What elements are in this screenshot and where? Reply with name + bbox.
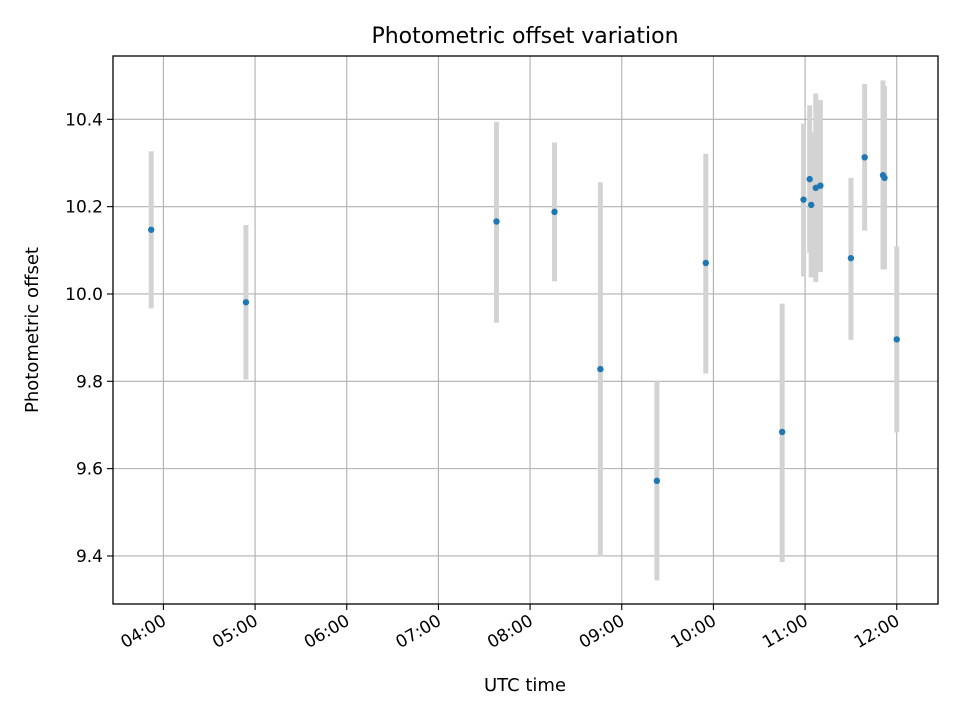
x-tick-label: 12:00 [851,611,903,653]
data-point [881,174,888,182]
data-point [551,208,558,216]
data-point [147,226,155,233]
data-point [893,336,900,343]
x-tick-label: 04:00 [117,611,169,653]
data-point [778,428,786,436]
y-axis-label: Photometric offset [22,247,43,413]
data-point [847,254,855,262]
grid [113,56,938,604]
y-tick-label: 9.4 [76,547,103,567]
x-axis-label: UTC time [484,675,566,696]
data-point [806,175,813,183]
data-point [807,201,815,209]
x-tick-label: 10:00 [667,611,719,653]
x-tick-label: 11:00 [759,611,811,653]
y-tick-label: 10.2 [65,198,103,218]
y-axis-ticks: 9.4 9.6 9.8 10.0 10.2 10.4 [65,110,113,567]
plot-frame [112,55,939,605]
data-point [653,477,661,485]
data-point [800,196,807,203]
data-point [597,365,604,373]
x-tick-label: 06:00 [301,611,353,653]
data-point [817,182,824,189]
x-tick-label: 05:00 [209,611,261,653]
data-point [493,218,500,225]
data-point [702,259,709,267]
error-bars [148,80,900,581]
y-tick-label: 10.0 [65,285,103,305]
y-tick-label: 9.8 [76,372,103,392]
data-point [861,154,868,161]
x-tick-label: 09:00 [576,611,628,653]
y-tick-label: 9.6 [76,460,103,480]
chart-title: Photometric offset variation [371,24,678,49]
x-axis-ticks: 04:00 05:00 06:00 07:00 08:00 09:00 10:00 11:00… [117,604,903,653]
data-point [242,299,250,306]
data-points [147,154,900,485]
x-tick-label: 08:00 [484,611,536,653]
y-tick-label: 10.4 [65,110,103,130]
x-tick-label: 07:00 [392,611,444,653]
